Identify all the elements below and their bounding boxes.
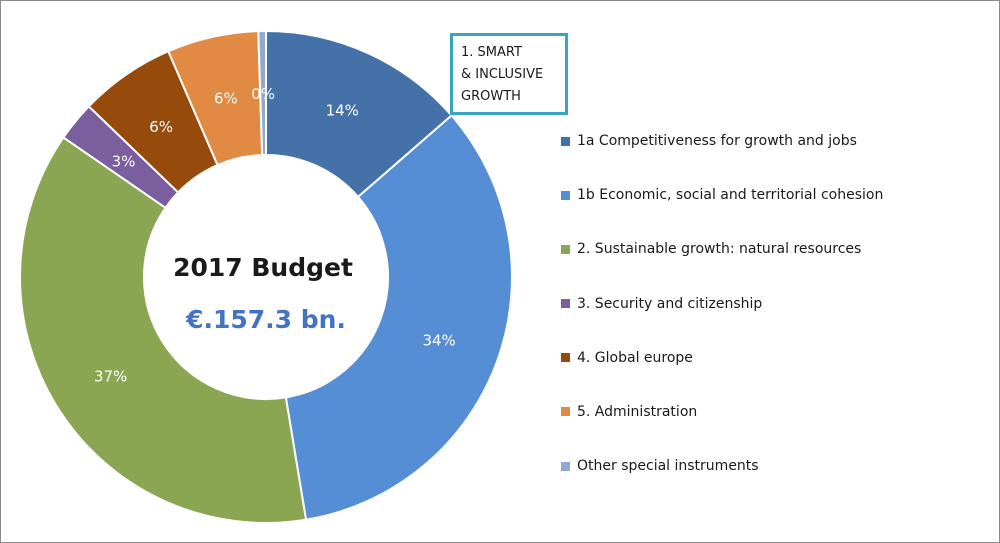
legend-item-4: 3. Security and citizenship bbox=[561, 294, 991, 314]
legend-item-7: Other special instruments bbox=[561, 456, 991, 476]
slice-label-1: 14% bbox=[326, 102, 359, 120]
legend-swatch bbox=[561, 244, 570, 254]
callout-line-3: GROWTH bbox=[461, 89, 521, 104]
legend-item-3: 2. Sustainable growth: natural resources bbox=[561, 239, 991, 259]
callout-line-2: & INCLUSIVE bbox=[461, 67, 544, 82]
legend-swatch bbox=[561, 299, 570, 309]
center-title: 2017 Budget bbox=[173, 253, 353, 282]
legend-swatch bbox=[561, 407, 570, 417]
legend-item-5: 4. Global europe bbox=[561, 348, 991, 368]
slice-label-7: 0% bbox=[251, 85, 275, 103]
legend-label: 4. Global europe bbox=[577, 349, 693, 366]
slice-label-2: 34% bbox=[422, 331, 455, 349]
legend-swatch bbox=[561, 190, 570, 200]
center-value: €.157.3 bn. bbox=[185, 305, 346, 334]
legend-swatch bbox=[561, 353, 570, 363]
legend-item-2: 1b Economic, social and territorial cohe… bbox=[561, 185, 991, 205]
slice-2 bbox=[284, 114, 513, 521]
legend-swatch bbox=[561, 461, 570, 471]
slice-label-3: 37% bbox=[94, 368, 127, 386]
legend-label: 1a Competitiveness for growth and jobs bbox=[577, 133, 857, 149]
legend-label: 1b Economic, social and territorial cohe… bbox=[577, 187, 884, 204]
slice-7 bbox=[257, 29, 267, 157]
slice-3 bbox=[19, 136, 308, 524]
callout-line-1: 1. SMART bbox=[461, 45, 522, 60]
legend-label: Other special instruments bbox=[577, 458, 759, 475]
legend-label: 2. Sustainable growth: natural resources bbox=[577, 241, 862, 258]
legend-item-6: 5. Administration bbox=[561, 402, 991, 422]
slice-label-5: 6% bbox=[149, 118, 173, 136]
chart-legend: 1a Competitiveness for growth and jobs 1b… bbox=[561, 131, 991, 510]
legend-item-1: 1a Competitiveness for growth and jobs bbox=[561, 131, 991, 151]
legend-label: 3. Security and citizenship bbox=[577, 295, 763, 312]
slice-label-6: 6% bbox=[214, 89, 238, 107]
smart-growth-callout: 1. SMART & INCLUSIVE GROWTH bbox=[450, 33, 568, 115]
slice-label-4: 3% bbox=[112, 153, 136, 171]
legend-label: 5. Administration bbox=[577, 403, 698, 420]
legend-swatch bbox=[561, 136, 570, 146]
